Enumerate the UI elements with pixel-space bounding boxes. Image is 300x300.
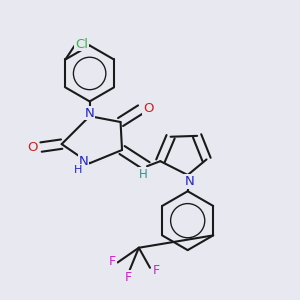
Text: F: F — [153, 264, 160, 277]
Text: F: F — [109, 255, 116, 268]
Text: N: N — [85, 107, 94, 120]
Text: H: H — [139, 168, 148, 181]
Text: F: F — [125, 271, 132, 284]
Text: O: O — [143, 102, 154, 115]
Text: N: N — [184, 175, 194, 188]
Text: H: H — [74, 165, 83, 175]
Text: N: N — [79, 155, 88, 168]
Text: O: O — [28, 141, 38, 154]
Text: Cl: Cl — [75, 38, 88, 51]
